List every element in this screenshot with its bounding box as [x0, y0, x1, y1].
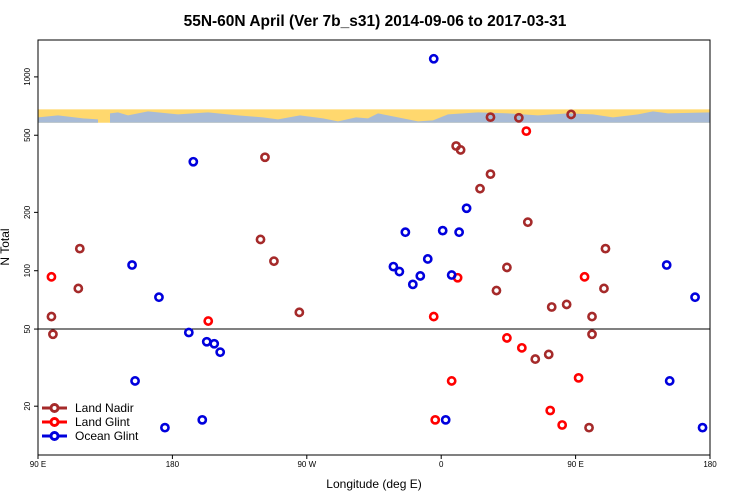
point-land-nadir-3 [74, 243, 85, 254]
point-land-nadir-23 [587, 329, 597, 340]
point-land-nadir-2 [73, 283, 84, 294]
point-land-glint-9 [545, 405, 556, 416]
point-ocean-glint-14 [415, 271, 426, 281]
legend-item-ocean-glint: Ocean Glint [42, 429, 139, 443]
point-ocean-glint-1 [130, 376, 140, 386]
point-land-glint-4 [446, 376, 457, 386]
point-land-nadir-10 [475, 183, 485, 194]
point-ocean-glint-15 [422, 254, 433, 264]
point-land-nadir-1 [48, 329, 58, 340]
y-tick-label-4: 500 [23, 128, 32, 142]
point-land-nadir-17 [546, 302, 557, 312]
point-ocean-glint-25 [440, 414, 451, 425]
data-points [46, 53, 708, 433]
legend-marker-0 [49, 403, 60, 413]
point-ocean-glint-20 [461, 203, 472, 214]
x-axis-label: Longitude (deg E) [326, 477, 421, 491]
legend-item-land-nadir: Land Nadir [42, 401, 134, 415]
point-land-glint-11 [573, 372, 584, 383]
point-ocean-glint-22 [664, 376, 675, 386]
x-tick-label-2: 90 W [297, 460, 316, 469]
point-land-nadir-18 [561, 299, 572, 310]
y-tick-label-2: 100 [23, 263, 32, 277]
point-land-nadir-16 [543, 349, 554, 360]
point-ocean-glint-19 [454, 227, 465, 238]
legend-item-land-glint: Land Glint [42, 415, 130, 429]
map-strip [38, 109, 710, 123]
legend-marker-2 [49, 431, 60, 441]
point-land-nadir-14 [522, 217, 533, 228]
point-land-glint-7 [516, 342, 527, 353]
legend-label-land-nadir: Land Nadir [75, 401, 134, 415]
point-ocean-glint-16 [428, 53, 439, 64]
point-ocean-glint-3 [160, 422, 170, 433]
y-axis-label: N Total [0, 228, 12, 265]
point-land-nadir-26 [600, 243, 611, 254]
map-land [110, 111, 710, 123]
point-ocean-glint-4 [183, 327, 194, 338]
point-land-nadir-25 [599, 283, 609, 294]
point-land-glint-3 [430, 414, 441, 425]
legend: Land Nadir Land Glint Ocean Glint [42, 401, 139, 443]
point-land-glint-12 [579, 271, 590, 282]
point-land-glint-0 [46, 271, 57, 282]
point-land-glint-1 [203, 316, 214, 326]
y-tick-label-3: 200 [23, 205, 32, 219]
point-land-nadir-15 [530, 354, 541, 364]
legend-marker-1 [49, 417, 60, 427]
x-tick-label-5: 180 [703, 460, 717, 469]
point-land-nadir-5 [260, 152, 270, 163]
chart-title: 55N-60N April (Ver 7b_s31) 2014-09-06 to… [184, 13, 567, 30]
x-tick-label-3: 0 [439, 460, 444, 469]
point-ocean-glint-2 [154, 292, 164, 303]
point-land-nadir-13 [502, 262, 512, 273]
point-ocean-glint-23 [690, 292, 700, 303]
point-land-nadir-21 [513, 112, 524, 123]
point-ocean-glint-10 [388, 261, 399, 272]
point-ocean-glint-9 [215, 347, 226, 358]
legend-label-ocean-glint: Ocean Glint [75, 429, 139, 443]
x-tick-label-0: 90 E [30, 460, 46, 469]
point-land-glint-6 [502, 333, 512, 343]
point-ocean-glint-24 [697, 422, 708, 433]
point-ocean-glint-7 [201, 336, 212, 347]
x-tick-label-4: 90 E [567, 460, 583, 469]
point-ocean-glint-12 [400, 227, 411, 238]
point-ocean-glint-6 [197, 414, 208, 425]
point-land-glint-8 [521, 126, 532, 137]
point-land-nadir-24 [587, 311, 597, 322]
point-land-glint-10 [557, 420, 568, 430]
plot-frame [37, 39, 711, 456]
point-land-nadir-20 [485, 112, 496, 123]
x-tick-label-1: 180 [166, 460, 180, 469]
y-tick-label-1: 50 [23, 324, 32, 333]
y-tick-label-5: 1000 [23, 67, 32, 85]
point-land-nadir-7 [294, 307, 305, 318]
point-ocean-glint-11 [394, 266, 405, 277]
point-land-nadir-11 [485, 169, 496, 180]
point-ocean-glint-21 [661, 260, 672, 270]
point-ocean-glint-0 [127, 260, 137, 270]
point-land-nadir-4 [255, 234, 266, 245]
point-land-nadir-22 [566, 109, 577, 120]
legend-label-land-glint: Land Glint [75, 415, 130, 429]
point-ocean-glint-18 [446, 270, 457, 280]
point-ocean-glint-5 [188, 156, 199, 167]
point-land-nadir-0 [46, 311, 57, 322]
y-tick-label-0: 20 [23, 401, 32, 410]
point-land-nadir-6 [269, 256, 279, 267]
map-land-west [38, 115, 98, 123]
point-ocean-glint-8 [209, 338, 220, 349]
x-axis-ticks: 90 E 180 90 W 0 90 E 180 [30, 455, 717, 469]
point-land-nadir-19 [584, 422, 594, 433]
point-land-nadir-9 [455, 145, 466, 155]
point-land-glint-2 [428, 311, 439, 322]
point-ocean-glint-13 [407, 279, 418, 290]
point-ocean-glint-17 [437, 225, 448, 236]
y-axis-ticks: 20 50 100 200 500 1000 [23, 67, 38, 411]
point-land-nadir-12 [491, 285, 502, 296]
